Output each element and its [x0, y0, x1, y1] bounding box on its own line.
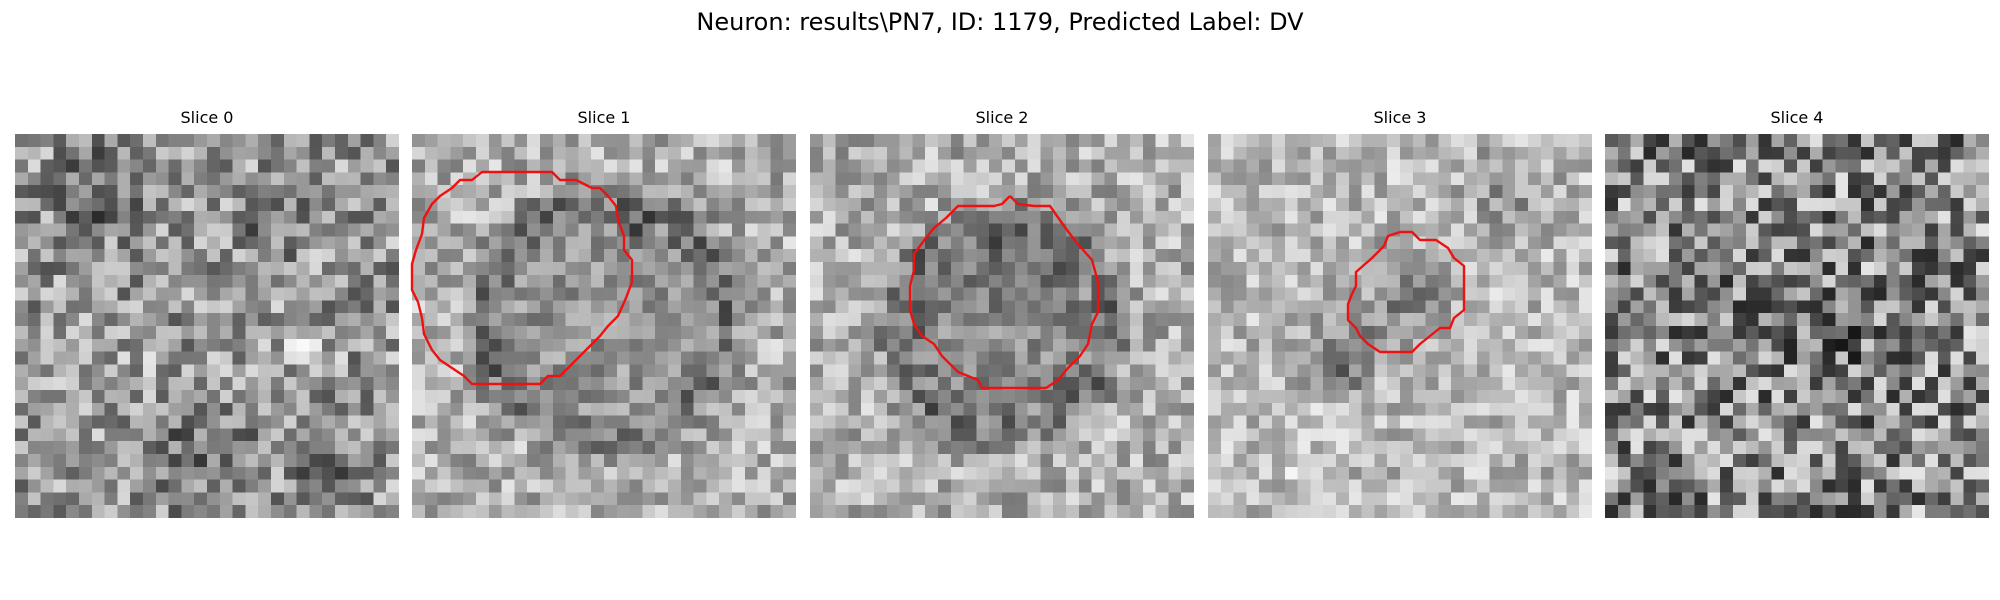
slice-panel-2: Slice 2 — [810, 108, 1194, 518]
figure-title: Neuron: results\PN7, ID: 1179, Predicted… — [696, 8, 1304, 36]
slice-image-0 — [15, 134, 399, 518]
roi-contour — [410, 170, 634, 386]
slice-panel-3: Slice 3 — [1208, 108, 1592, 518]
slice-image-4 — [1605, 134, 1989, 518]
slice-panel-0: Slice 0 — [15, 108, 399, 518]
roi-contour-svg — [410, 170, 634, 386]
slice-image-1 — [410, 134, 796, 518]
grayscale-pixel-grid — [1605, 134, 1989, 518]
grayscale-pixel-grid — [1208, 134, 1592, 518]
slice-title: Slice 3 — [1373, 108, 1427, 127]
grayscale-pixel-grid — [15, 134, 399, 518]
roi-contour — [908, 195, 1100, 390]
grayscale-pixel-grid — [412, 134, 796, 518]
slice-title: Slice 0 — [180, 108, 234, 127]
slice-title: Slice 1 — [577, 108, 631, 127]
slice-title: Slice 2 — [975, 108, 1029, 127]
grayscale-pixel-grid — [810, 134, 1194, 518]
roi-contour — [1346, 230, 1466, 354]
slice-image-2 — [810, 134, 1194, 518]
roi-contour-svg — [908, 195, 1100, 390]
slice-image-3 — [1208, 134, 1592, 518]
slice-panel-4: Slice 4 — [1605, 108, 1989, 518]
slice-panel-1: Slice 1 — [410, 108, 796, 518]
roi-contour-svg — [1346, 230, 1466, 354]
slice-title: Slice 4 — [1770, 108, 1824, 127]
